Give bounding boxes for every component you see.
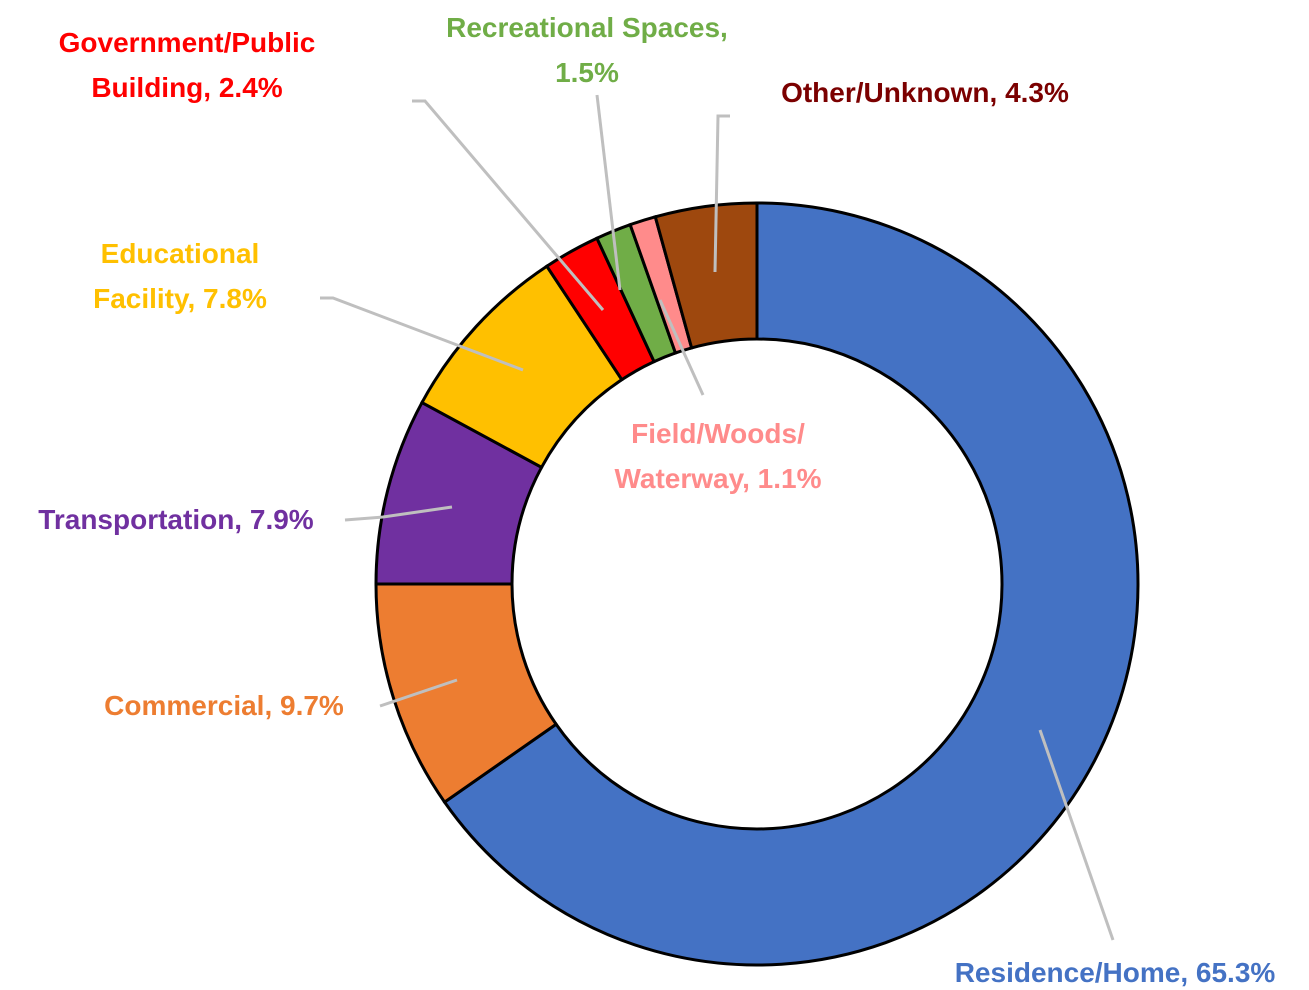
data-label: Government/Public Building, 2.4% xyxy=(58,27,316,103)
leader-line xyxy=(379,678,458,708)
leader-line xyxy=(1038,729,1115,941)
data-label: Other/Unknown, 4.3% xyxy=(781,77,1069,108)
data-label: Commercial, 9.7% xyxy=(104,690,344,721)
leader-line xyxy=(412,99,605,311)
data-label: Educational Facility, 7.8% xyxy=(93,238,267,314)
data-label: Transportation, 7.9% xyxy=(38,504,314,535)
slice xyxy=(442,201,1140,967)
leader-line xyxy=(344,505,453,522)
data-label: Field/Woods/ Waterway, 1.1% xyxy=(614,418,822,494)
leader-line xyxy=(658,299,705,396)
data-label: Residence/Home, 65.3% xyxy=(954,957,1276,988)
leader-line xyxy=(713,114,730,273)
data-label: Recreational Spaces, 1.5% xyxy=(446,12,728,88)
leader-line xyxy=(320,296,524,372)
slice xyxy=(653,201,759,350)
leader-line xyxy=(595,94,622,291)
